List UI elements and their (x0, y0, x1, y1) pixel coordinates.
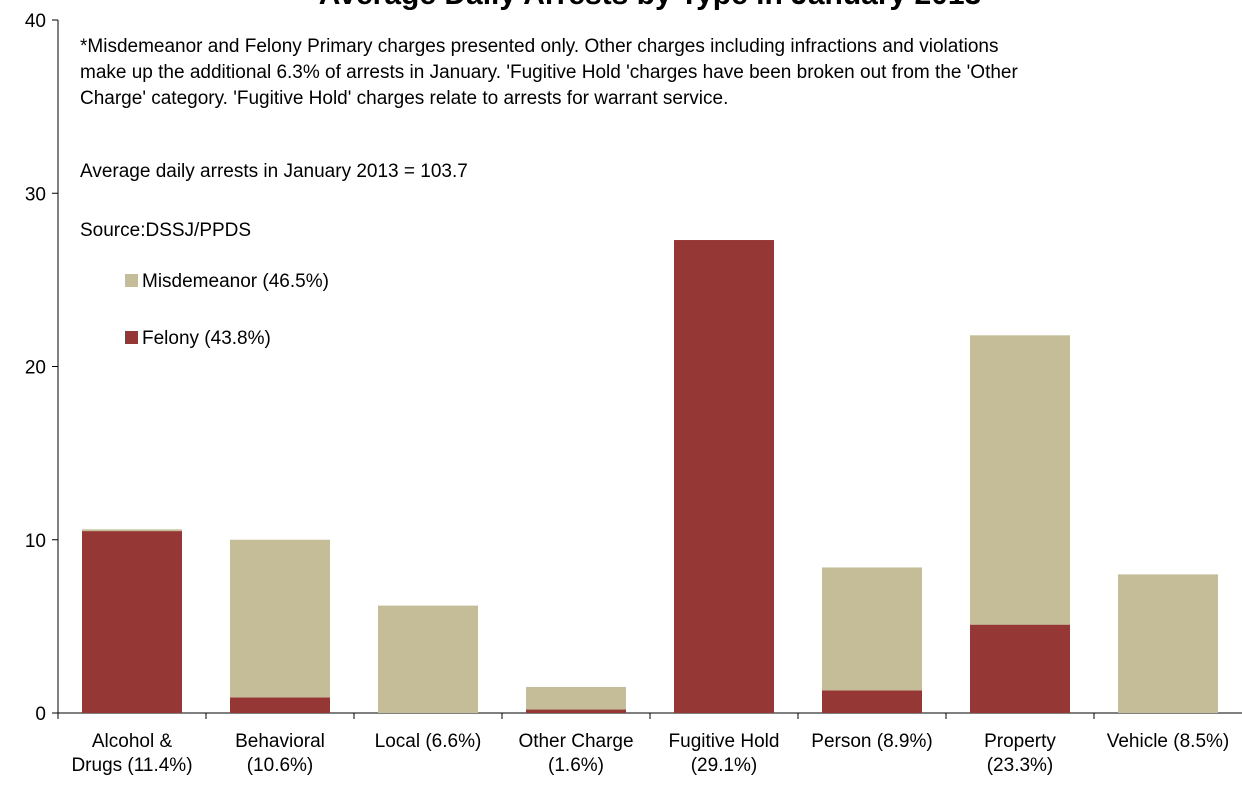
bar-segment (822, 567, 922, 691)
bar-segment (82, 531, 182, 713)
bar-segment (378, 605, 478, 713)
legend-swatch (125, 274, 138, 287)
legend-swatch (125, 331, 138, 344)
bar-segment (970, 335, 1070, 625)
bar-segment (526, 709, 626, 713)
annotation: Average daily arrests in January 2013 = … (80, 161, 468, 182)
bar-segment (230, 697, 330, 713)
x-tick-label: Local (6.6%) (375, 731, 482, 752)
annotation: *Misdemeanor and Felony Primary charges … (80, 36, 998, 57)
annotation: make up the additional 6.3% of arrests i… (80, 62, 1019, 83)
bar-segment (822, 690, 922, 713)
y-tick-label: 30 (25, 184, 46, 205)
bar-segment (674, 240, 774, 713)
y-tick-label: 10 (25, 531, 46, 552)
annotation: Source:DSSJ/PPDS (80, 220, 251, 241)
x-tick-label: Property (23.3%) (984, 731, 1056, 776)
bar-segment (230, 539, 330, 698)
y-tick-label: 0 (35, 704, 46, 725)
x-tick-label: Behavioral (10.6%) (235, 731, 325, 776)
x-tick-label: Other Charge (1.6%) (518, 731, 633, 776)
y-tick-label: 20 (25, 358, 46, 379)
legend-label: Felony (43.8%) (142, 328, 271, 349)
x-tick-label: Alcohol & Drugs (11.4%) (71, 731, 192, 776)
bar-segment (1118, 574, 1218, 713)
bar-segment (526, 687, 626, 710)
y-tick-label: 40 (25, 11, 46, 32)
bar-segment (82, 529, 182, 532)
chart-title: Average Daily Arrests by Type in January… (319, 0, 982, 11)
x-tick-label: Fugitive Hold (29.1%) (669, 731, 780, 776)
annotation: Charge' category. 'Fugitive Hold' charge… (80, 88, 728, 109)
x-tick-label: Vehicle (8.5%) (1107, 731, 1230, 752)
bar-segment (970, 624, 1070, 713)
x-tick-label: Person (8.9%) (811, 731, 932, 752)
legend-label: Misdemeanor (46.5%) (142, 271, 329, 292)
